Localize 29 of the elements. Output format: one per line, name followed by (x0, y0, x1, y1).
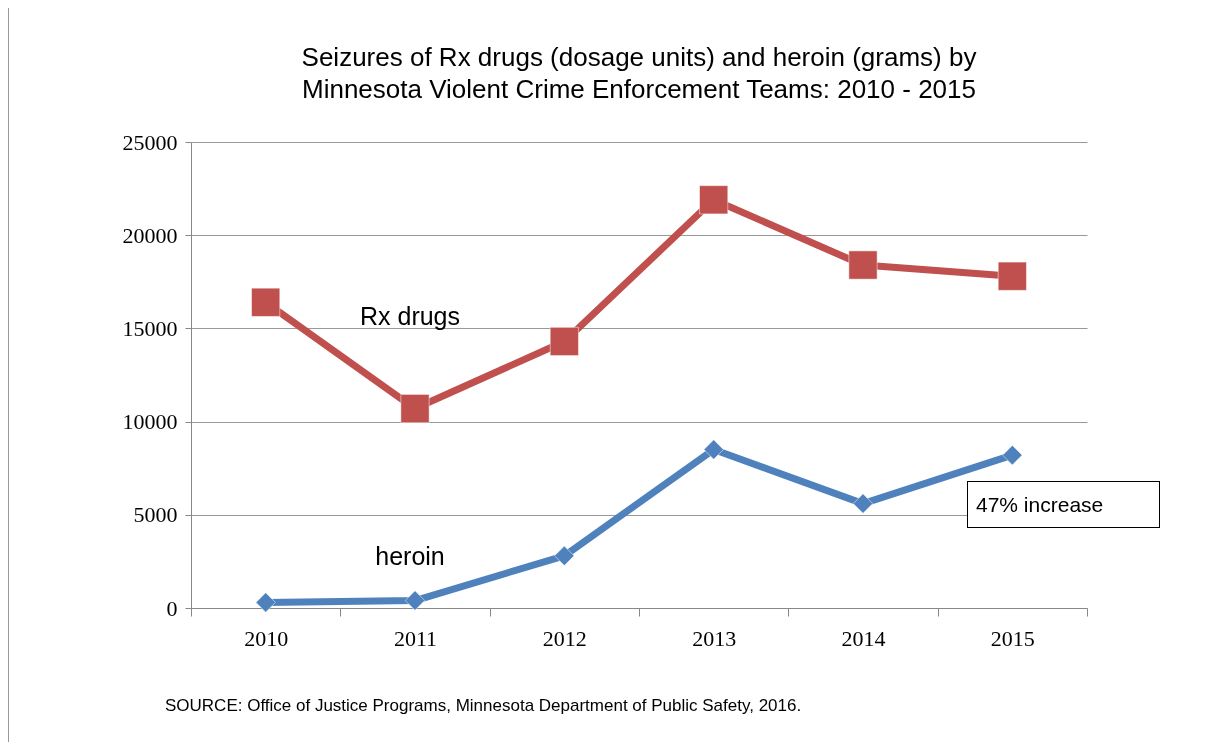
y-tick-label: 25000 (122, 129, 178, 155)
point (997, 261, 1027, 291)
point (405, 590, 425, 611)
chart-title: Seizures of Rx drugs (dosage units) and heroin (grams) by Minnesota Violent Crime Enforcement Teams: 2010 - 2015 (301, 42, 977, 104)
y-tick-label: 10000 (122, 409, 178, 435)
x-tick-label: 2014 (841, 625, 886, 651)
point (251, 287, 281, 317)
series-label: heroin (375, 541, 445, 570)
x-tick-label: 2012 (542, 625, 587, 651)
y-tick-label: 0 (166, 595, 178, 621)
point (1002, 445, 1023, 466)
y-tick-label: 15000 (122, 315, 178, 341)
point (554, 545, 575, 566)
x-tick-label: 2011 (393, 625, 438, 651)
point (549, 327, 579, 356)
point (699, 185, 729, 215)
y-tick-label: 5000 (133, 502, 178, 528)
source-note: SOURCE: Office of Justice Programs, Minnesota Department of Public Safety, 2016. (165, 696, 802, 716)
series-label: Rx drugs (359, 301, 461, 330)
x-tick-label: 2015 (990, 625, 1035, 651)
annotation: 47% increase (967, 481, 1160, 528)
point (703, 439, 724, 460)
x-tick-label: 2013 (692, 625, 737, 651)
x-tick-label: 2010 (244, 625, 289, 651)
y-tick-label: 20000 (122, 222, 178, 248)
point (255, 592, 276, 613)
point (853, 493, 873, 514)
point (848, 250, 878, 280)
point (400, 394, 430, 423)
